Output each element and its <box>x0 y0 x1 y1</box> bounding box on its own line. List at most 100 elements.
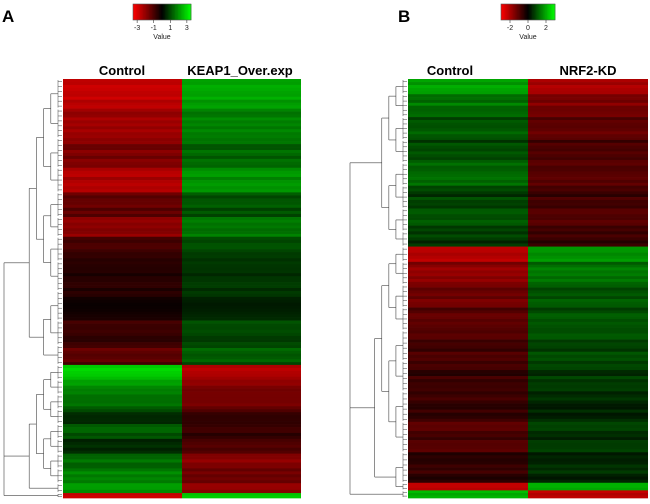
heatmap-cell-control <box>63 342 182 346</box>
heatmap-cell-control <box>408 249 528 254</box>
colorbar-swatch <box>144 4 147 20</box>
heatmap-cell-treated <box>528 409 648 414</box>
heatmap-cell-treated <box>528 345 648 350</box>
heatmap-cell-treated <box>528 108 648 112</box>
heatmap-cell-treated <box>528 298 648 303</box>
heatmap-cell-control <box>63 412 182 416</box>
heatmap-cell-control <box>63 359 182 363</box>
colorbar-swatch <box>526 4 529 20</box>
heatmap-cell-treated <box>528 490 648 494</box>
heatmap-cell-treated <box>528 211 648 215</box>
heatmap-cell-treated <box>528 145 648 149</box>
heatmap-cell-control <box>408 225 528 229</box>
heatmap-cell-control <box>408 415 528 420</box>
colorbar-swatch <box>548 4 550 20</box>
colorbar-swatch <box>134 4 137 20</box>
heatmap-cell-treated <box>182 189 301 193</box>
heatmap-cell-treated <box>182 339 301 343</box>
heatmap-cell-treated <box>528 366 648 371</box>
heatmap-cell-treated <box>182 198 301 202</box>
heatmap-cell-control <box>63 345 182 349</box>
heatmap-cell-control <box>408 406 528 410</box>
heatmap-cell-treated <box>182 210 301 215</box>
heatmap-cell-treated <box>528 199 648 204</box>
heatmap-cell-treated <box>528 330 648 334</box>
heatmap-cell-control <box>408 366 528 371</box>
heatmap-cell-control <box>63 356 182 360</box>
heatmap-cell-control <box>63 111 182 115</box>
heatmap-cell-control <box>408 449 528 453</box>
heatmap-cell-control <box>63 311 182 315</box>
heatmap-cell-treated <box>182 299 301 304</box>
heatmap-cell-control <box>63 239 182 244</box>
heatmap-cell-control <box>63 126 182 130</box>
heatmap-cell-treated <box>528 458 648 462</box>
colorbar-swatch <box>501 4 503 20</box>
heatmap-cell-treated <box>182 382 301 386</box>
heatmap-cell-treated <box>528 125 648 129</box>
heatmap-cell-control <box>63 370 182 375</box>
heatmap-cell-control <box>63 135 182 139</box>
heatmap-cell-control <box>408 142 528 147</box>
heatmap-cell-treated <box>182 158 301 163</box>
heatmap-cell-control <box>63 397 182 401</box>
heatmap-cell-control <box>408 222 528 226</box>
heatmap-cell-control <box>63 400 182 404</box>
heatmap-cell-treated <box>182 364 301 369</box>
heatmap-cell-control <box>408 237 528 241</box>
colorbar-swatch <box>546 4 549 20</box>
heatmap-cell-control <box>408 461 528 465</box>
colorbar-tick-label: -1 <box>151 25 157 32</box>
heatmap-cell-treated <box>528 194 648 198</box>
panel-a-heatmap <box>63 79 301 499</box>
heatmap-cell-treated <box>182 424 301 428</box>
heatmap-cell-treated <box>182 367 301 372</box>
heatmap-cell-treated <box>182 123 301 127</box>
heatmap-cell-control <box>408 162 528 167</box>
heatmap-cell-treated <box>182 447 301 452</box>
heatmap-cell-treated <box>528 273 648 277</box>
heatmap-cell-treated <box>182 362 301 366</box>
heatmap-cell-treated <box>528 421 648 426</box>
heatmap-cell-control <box>63 288 182 292</box>
heatmap-cell-treated <box>182 409 301 413</box>
heatmap-cell-treated <box>528 482 648 486</box>
colorbar-tick-label: -3 <box>134 25 140 32</box>
heatmap-cell-treated <box>182 105 301 109</box>
heatmap-cell-control <box>63 217 182 221</box>
heatmap-cell-control <box>408 409 528 414</box>
heatmap-cell-control <box>63 302 182 307</box>
heatmap-cell-control <box>63 462 182 466</box>
heatmap-cell-treated <box>528 278 648 283</box>
heatmap-cell-treated <box>182 379 301 384</box>
colorbar-swatch <box>553 4 556 20</box>
heatmap-cell-control <box>408 214 528 218</box>
heatmap-cell-control <box>408 298 528 303</box>
heatmap-cell-control <box>408 246 528 250</box>
heatmap-cell-treated <box>528 455 648 459</box>
heatmap-cell-control <box>408 188 528 192</box>
heatmap-cell-control <box>408 495 528 499</box>
colorbar-swatch <box>147 4 150 20</box>
colorbar-swatch <box>157 4 160 20</box>
heatmap-cell-control <box>63 144 182 148</box>
heatmap-cell-treated <box>528 142 648 147</box>
heatmap-cell-control <box>63 424 182 428</box>
heatmap-cell-control <box>63 183 182 187</box>
heatmap-cell-treated <box>182 114 301 118</box>
heatmap-cell-control <box>63 176 182 181</box>
heatmap-cell-treated <box>528 228 648 232</box>
heatmap-cell-treated <box>182 290 301 295</box>
heatmap-cell-treated <box>528 461 648 465</box>
colorbar-swatch <box>522 4 525 20</box>
panel-a-letter: A <box>2 7 14 26</box>
colorbar-tick-label: 1 <box>168 25 172 32</box>
heatmap-cell-treated <box>528 440 648 444</box>
heatmap-cell-treated <box>528 205 648 209</box>
heatmap-cell-control <box>408 128 528 132</box>
heatmap-cell-treated <box>182 391 301 395</box>
heatmap-cell-treated <box>182 438 301 443</box>
heatmap-cell-treated <box>528 191 648 195</box>
heatmap-cell-treated <box>528 446 648 450</box>
